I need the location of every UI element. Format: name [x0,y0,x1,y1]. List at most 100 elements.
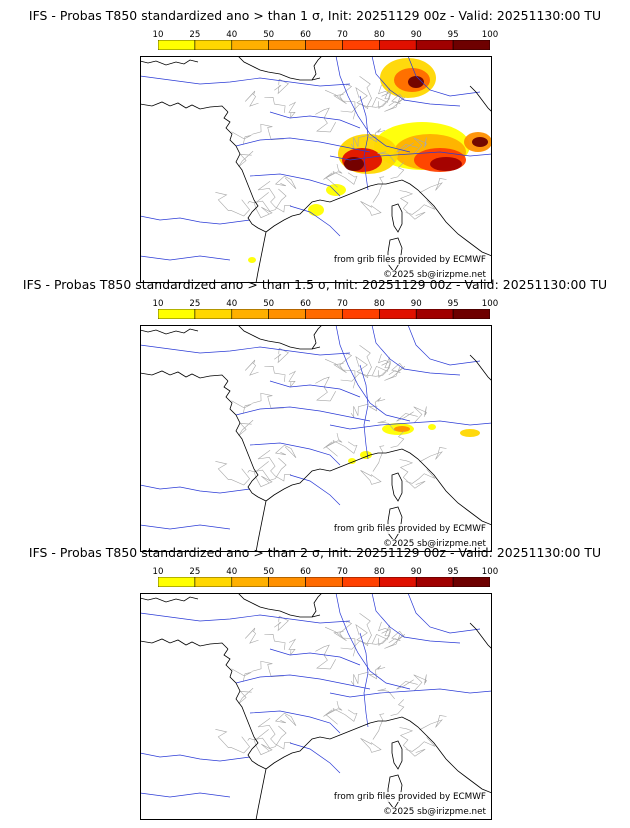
probability-area [348,458,356,464]
admin-border [350,671,369,686]
admin-border [413,406,427,424]
admin-border [215,729,250,754]
colorbar-tick-label: 100 [481,299,499,309]
source-credit: from grib files provided by ECMWF [333,255,486,265]
colorbar-tick-label: 40 [226,299,238,309]
admin-border [355,76,372,108]
map-panel-1-5sigma: IFS - Probas T850 standardized ano > tha… [0,277,630,553]
admin-border [340,102,387,113]
colorbar-tick-label: 90 [410,299,422,309]
river [249,710,341,734]
colorbar-segment [231,577,269,587]
admin-border [231,400,252,414]
map-background [140,593,492,820]
river [139,75,351,87]
coast-line [369,179,493,257]
coast-line [265,722,371,770]
coast-line [237,592,321,618]
colorbar-tick-label: 50 [263,299,275,309]
colorbar-tick-label: 10 [152,30,164,40]
admin-border [377,420,395,432]
river [269,648,361,666]
rivers [139,324,493,530]
river [329,151,493,161]
river [359,632,369,728]
colorbar-tick-label: 70 [336,567,348,577]
colorbar-segment [415,40,454,50]
colorbar-segment [268,40,306,50]
colorbar-tick-label: 25 [189,567,201,577]
map-canvas [139,592,493,821]
admin-border [324,626,347,641]
probability-area [408,76,424,88]
admin-border [360,738,382,753]
colorbar-segment [305,577,343,587]
colorbar-segment [268,577,306,587]
admin-border [372,713,385,740]
admin-border [399,190,426,220]
map-frame [140,325,492,552]
river [139,792,231,798]
probability-map: from grib files provided by ECMWF ©2025 … [139,592,493,821]
admin-border [325,433,343,457]
colorbar-tick-label: 25 [189,30,201,40]
river [289,474,341,506]
colorbar-segment [194,40,233,50]
admin-border [315,644,336,670]
river [371,55,461,107]
coast-line [237,324,321,350]
colorbar-tick-label: 90 [410,30,422,40]
admin-border [377,688,395,700]
admin-border [405,737,436,752]
colorbar-segment [158,309,196,319]
probability-area [248,257,256,263]
admin-border [288,370,297,388]
admin-border [247,457,287,481]
coast-line [139,59,199,66]
colorbar-labels: 10 25 40 50 60 70 80 90 95 100 [153,567,499,577]
admin-border [244,359,259,376]
river [139,344,351,356]
admin-border [288,638,297,656]
admin-border [372,176,385,203]
colorbar-tick-label: 25 [189,299,201,309]
colorbar-tick-label: 60 [300,30,312,40]
colorbar-segment [194,309,233,319]
colorbar-segment [379,577,417,587]
river [407,324,481,366]
admin-border [396,679,418,690]
admin-border [340,371,387,382]
admin-border [253,729,273,756]
colorbar-segment [379,309,417,319]
colorbar-tick-label: 70 [336,30,348,40]
admin-border [399,459,426,489]
admin-border [377,151,395,163]
river [335,55,411,153]
coast-line [237,55,321,81]
copyright-text: ©2025 sb@irizpme.net [383,539,486,549]
panel-title: IFS - Probas T850 standardized ano > tha… [22,277,608,292]
coast-line [369,448,493,526]
probability-map: from grib files provided by ECMWF ©2025 … [139,324,493,553]
admin-border [264,96,286,113]
river [407,592,481,634]
admin-border [244,627,259,644]
river [371,592,461,644]
admin-border [315,107,336,133]
admin-border [264,365,286,382]
river [235,137,371,153]
admin-border [325,701,343,725]
admin-border [388,93,406,106]
river [139,524,231,530]
coast-line [469,354,493,382]
river [249,442,341,466]
colorbar-tick-label: 70 [336,299,348,309]
coast-line [469,85,493,113]
probability-area [472,137,488,147]
admin-border [372,353,391,376]
admin-border [247,188,287,212]
admin-border [384,366,405,381]
island [387,237,403,273]
copyright-text: ©2025 sb@irizpme.net [383,807,486,817]
colorbar-segment [194,577,233,587]
